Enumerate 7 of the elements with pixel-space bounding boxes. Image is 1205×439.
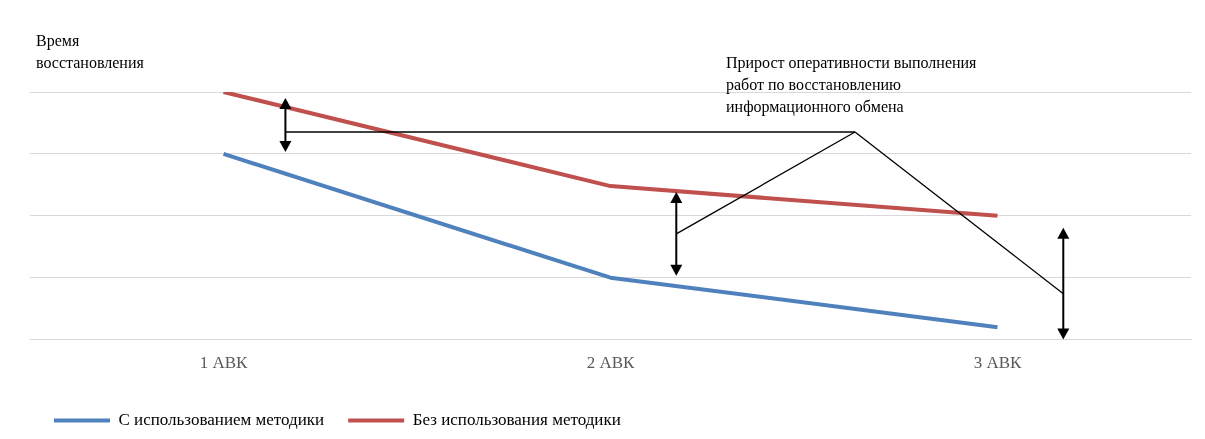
y-axis-title: Время восстановления xyxy=(36,31,145,73)
x-tick-label: 2 АВК xyxy=(586,353,636,373)
x-tick-label: 3 АВК xyxy=(973,353,1023,373)
annotation: Прирост оперативности выполнения работ по восстановлению информационного обмена xyxy=(726,53,978,118)
x-tick-label: 1 АВК xyxy=(199,353,249,373)
legend-label: С использованием методики xyxy=(118,409,325,429)
legend-label: Без использования методики xyxy=(412,409,621,429)
